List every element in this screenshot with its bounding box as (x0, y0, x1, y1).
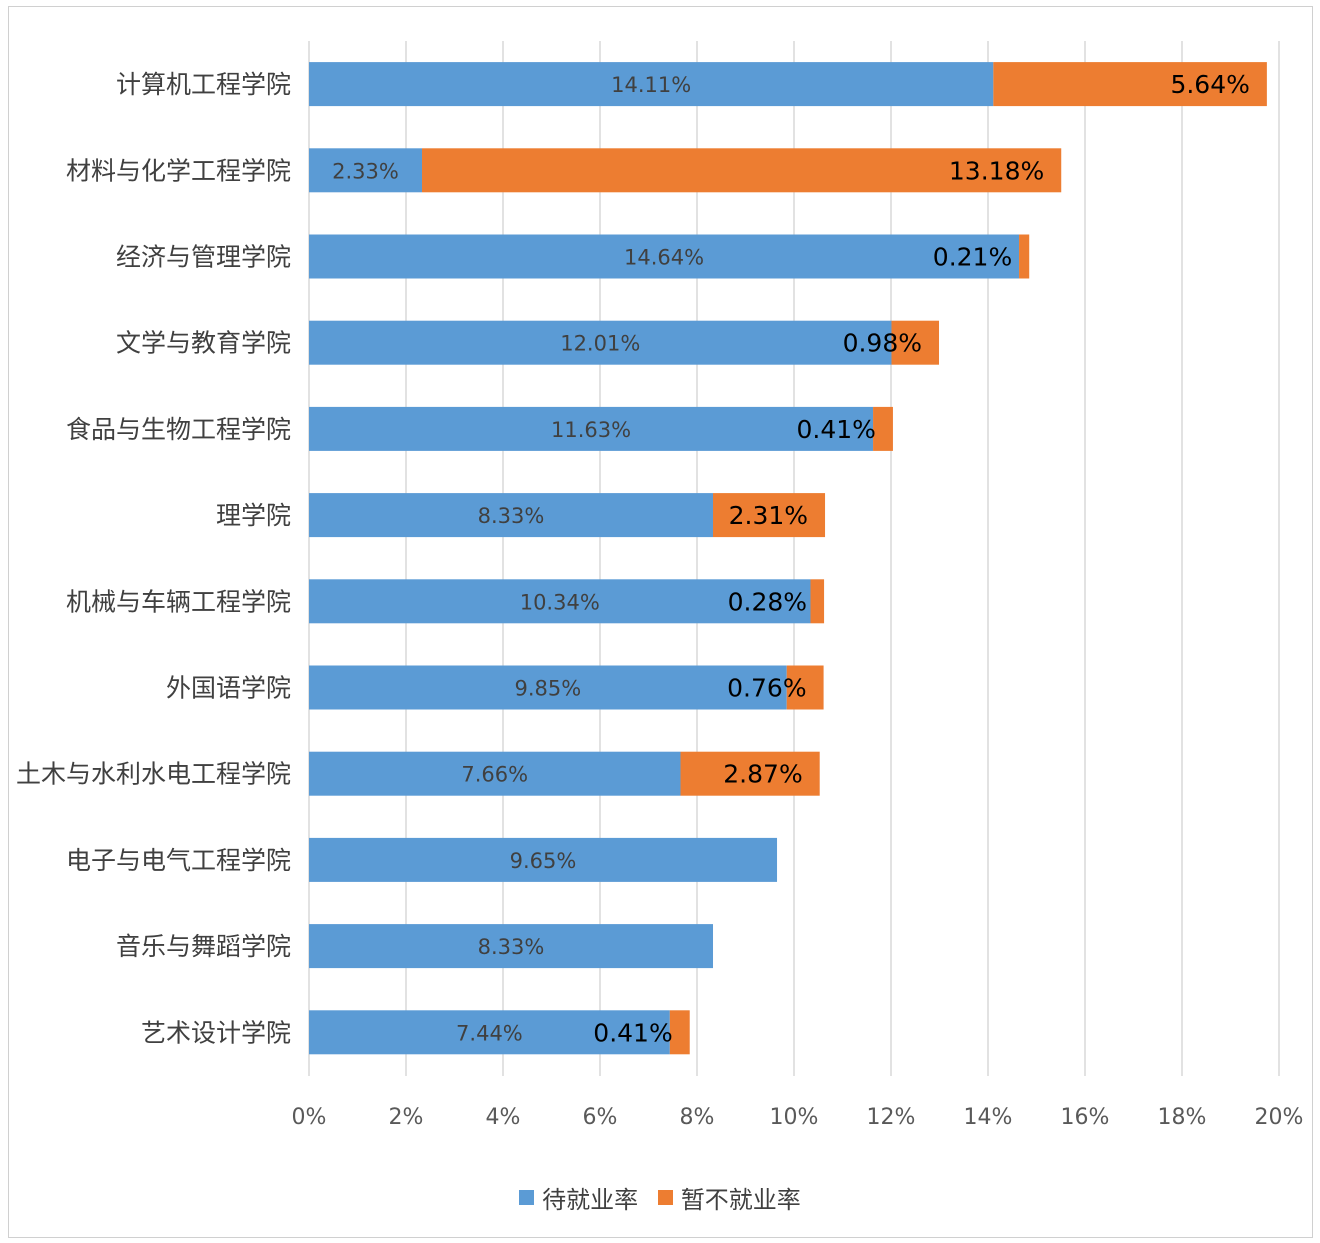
data-label-waiting: 10.34% (520, 590, 600, 614)
x-tick-label: 2% (389, 1105, 424, 1130)
category-label: 文学与教育学院 (116, 329, 291, 358)
bar-waiting (309, 579, 811, 624)
category-label: 机械与车辆工程学院 (66, 587, 291, 616)
bar-waiting (309, 1010, 670, 1055)
bar-not-employed (786, 665, 824, 710)
category-label: 计算机工程学院 (116, 70, 291, 99)
data-label-not-employed: 5.64% (1170, 70, 1249, 99)
category-label: 经济与管理学院 (116, 243, 291, 272)
bar-not-employed (891, 320, 940, 365)
bar-waiting (309, 751, 681, 796)
data-label-waiting: 8.33% (478, 935, 545, 959)
bar-not-employed (422, 148, 1062, 193)
data-label-waiting: 7.44% (456, 1021, 523, 1045)
legend-label-not-employed: 暂不就业率 (680, 1186, 801, 1214)
legend-item-not-employed: 暂不就业率 (657, 1180, 801, 1215)
bar-waiting (309, 493, 714, 538)
category-label: 艺术设计学院 (141, 1018, 291, 1047)
bar-waiting (309, 837, 778, 882)
x-tick-label: 8% (680, 1105, 715, 1130)
bar-waiting (309, 665, 787, 710)
data-label-waiting: 8.33% (478, 504, 545, 528)
data-label-not-employed: 0.41% (797, 415, 876, 444)
bar-waiting (309, 62, 994, 107)
chart-legend: 待就业率 暂不就业率 (0, 1180, 1320, 1215)
x-tick-label: 10% (770, 1105, 819, 1130)
data-label-not-employed: 2.87% (723, 760, 802, 789)
bar-waiting (309, 406, 874, 451)
legend-swatch-not-employed (657, 1190, 673, 1205)
bar-not-employed (873, 406, 893, 451)
data-label-waiting: 9.65% (510, 849, 577, 873)
bar-waiting (309, 148, 423, 193)
bar-waiting (309, 320, 892, 365)
bar-waiting (309, 924, 714, 969)
x-tick-label: 20% (1255, 1105, 1304, 1130)
x-tick-label: 4% (486, 1105, 521, 1130)
category-label: 材料与化学工程学院 (66, 156, 291, 185)
legend-swatch-waiting (519, 1190, 535, 1205)
x-tick-label: 12% (867, 1105, 916, 1130)
bar-not-employed (669, 1010, 690, 1055)
data-label-waiting: 11.63% (551, 418, 631, 442)
x-tick-label: 14% (964, 1105, 1013, 1130)
legend-label-waiting: 待就业率 (542, 1186, 639, 1214)
data-label-not-employed: 13.18% (949, 156, 1044, 185)
category-label: 外国语学院 (166, 674, 291, 703)
x-tick-label: 16% (1061, 1105, 1110, 1130)
data-label-not-employed: 0.98% (843, 329, 922, 358)
data-label-not-employed: 0.41% (593, 1018, 672, 1047)
category-label: 电子与电气工程学院 (66, 846, 291, 875)
bar-not-employed (810, 579, 825, 624)
data-label-waiting: 7.66% (461, 763, 528, 787)
data-label-waiting: 14.11% (611, 73, 691, 97)
x-tick-label: 0% (292, 1105, 327, 1130)
legend-item-waiting: 待就业率 (519, 1180, 638, 1215)
data-label-waiting: 9.85% (515, 677, 582, 701)
data-label-waiting: 14.64% (624, 246, 704, 270)
data-label-not-employed: 2.31% (729, 501, 808, 530)
category-label: 音乐与舞蹈学院 (116, 932, 291, 961)
x-tick-label: 6% (583, 1105, 618, 1130)
category-label: 土木与水利水电工程学院 (16, 760, 291, 789)
x-tick-label: 18% (1158, 1105, 1207, 1130)
category-label: 食品与生物工程学院 (66, 415, 291, 444)
data-label-waiting: 2.33% (332, 159, 399, 183)
data-label-not-employed: 0.76% (727, 674, 806, 703)
bar-not-employed (713, 493, 826, 538)
bar-not-employed (680, 751, 820, 796)
data-label-not-employed: 0.28% (728, 587, 807, 616)
bar-not-employed (993, 62, 1267, 107)
data-label-not-employed: 0.21% (933, 243, 1012, 272)
data-label-waiting: 12.01% (560, 332, 640, 356)
bar-waiting (309, 234, 1020, 279)
category-label: 理学院 (216, 501, 291, 530)
bar-not-employed (1019, 234, 1030, 279)
